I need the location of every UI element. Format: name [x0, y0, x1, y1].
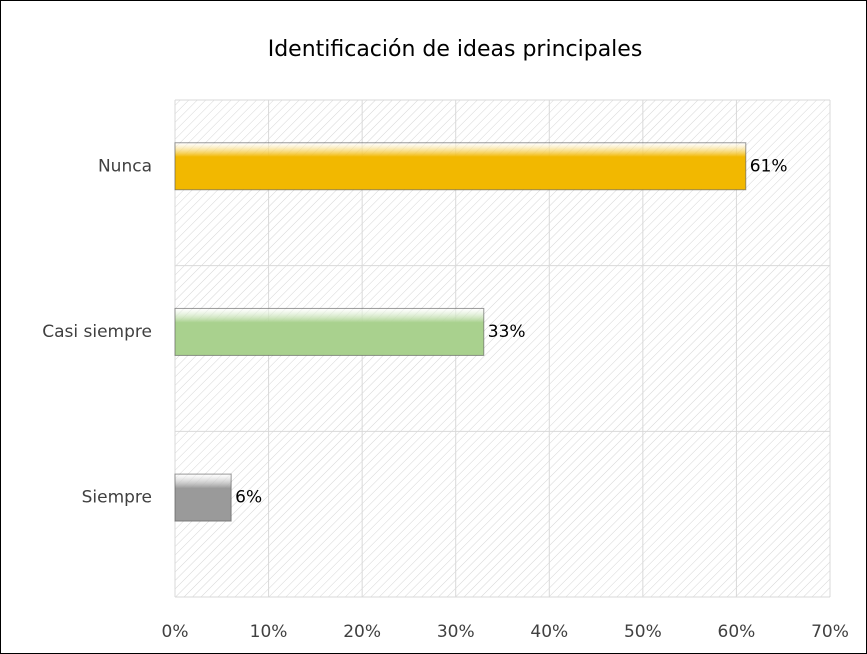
bar — [174, 473, 232, 522]
x-tick-label: 70% — [811, 622, 849, 642]
y-tick-label: Nunca — [98, 156, 152, 176]
y-tick-label: Siempre — [82, 488, 152, 508]
data-label: 33% — [488, 322, 526, 342]
x-tick-label: 40% — [530, 622, 568, 642]
bar — [174, 142, 747, 191]
y-tick-label: Casi siempre — [42, 322, 152, 342]
x-tick-label: 50% — [624, 622, 662, 642]
x-tick-label: 10% — [250, 622, 288, 642]
x-tick-label: 0% — [162, 622, 189, 642]
chart-title: Identificación de ideas principales — [268, 37, 643, 62]
x-tick-label: 30% — [437, 622, 475, 642]
x-tick-label: 60% — [718, 622, 756, 642]
data-label: 6% — [235, 488, 262, 508]
bar — [174, 307, 485, 356]
data-label: 61% — [750, 156, 788, 176]
x-tick-label: 20% — [343, 622, 381, 642]
